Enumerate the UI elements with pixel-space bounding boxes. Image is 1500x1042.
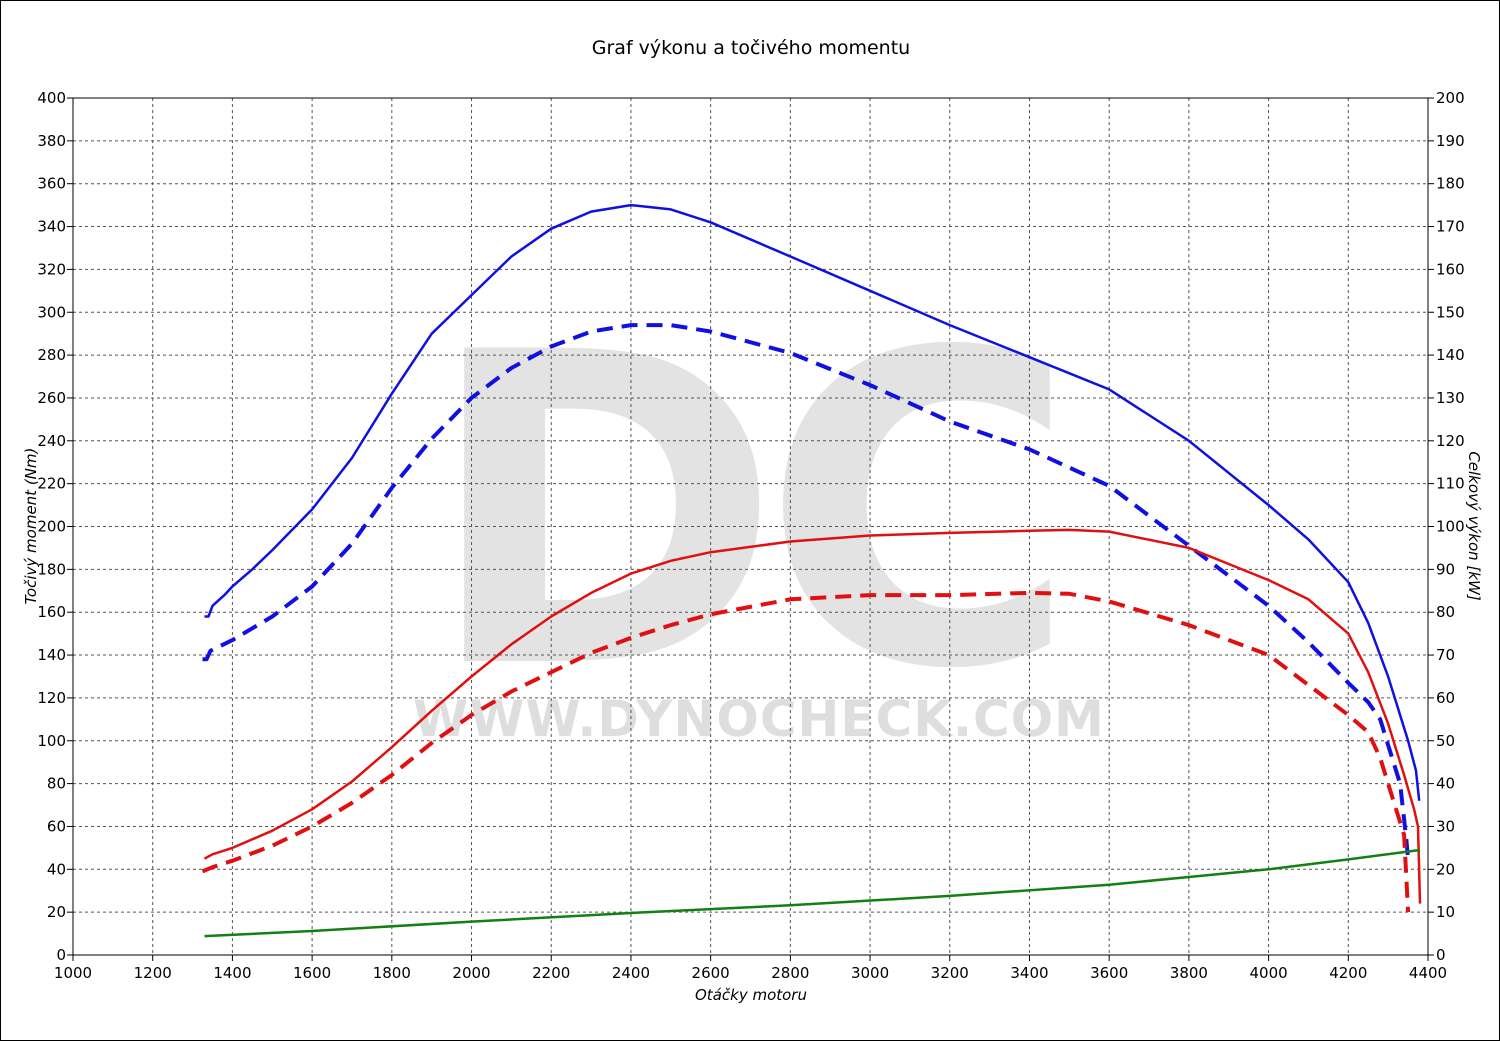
y-tick-label-right: 140: [1436, 346, 1465, 364]
watermark-text: WWW.DYNOCHECK.COM: [413, 690, 1105, 748]
y-axis-label-left: Točivý moment (Nm): [22, 448, 40, 605]
y-tick-label-right: 60: [1436, 689, 1455, 707]
y-tick-label-right: 170: [1436, 218, 1465, 236]
x-tick-label: 4200: [1329, 964, 1367, 982]
y-tick-label-left: 400: [37, 89, 66, 107]
x-tick-label: 2400: [612, 964, 650, 982]
series-line-1: [204, 203, 1421, 801]
y-tick-label-right: 200: [1436, 89, 1465, 107]
y-tick-label-left: 100: [37, 732, 66, 750]
y-tick-label-left: 220: [37, 475, 66, 493]
x-tick-label: 2200: [532, 964, 570, 982]
y-tick-label-right: 70: [1436, 646, 1455, 664]
y-tick-label-right: 100: [1436, 518, 1465, 536]
x-tick-label: 1000: [54, 964, 92, 982]
y-tick-label-right: 40: [1436, 775, 1455, 793]
series-line-3: [203, 528, 1422, 904]
y-tick-label-right: 110: [1436, 475, 1465, 493]
axis-ticks: 1000 1200 1400 1600 1800 2000 2200 2400 2600 2800…: [37, 89, 1464, 982]
y-tick-label-left: 120: [37, 689, 66, 707]
y-tick-label-right: 80: [1436, 603, 1455, 621]
y-axis-label-right: Celkový výkon [kW]: [1465, 451, 1483, 601]
y-tick-label-right: 10: [1436, 903, 1455, 921]
y-tick-label-left: 200: [37, 518, 66, 536]
series-lines: [201, 203, 1422, 938]
y-tick-label-right: 50: [1436, 732, 1455, 750]
y-tick-label-right: 20: [1436, 860, 1455, 878]
y-tick-label-left: 260: [37, 389, 66, 407]
y-tick-label-right: 180: [1436, 175, 1465, 193]
y-tick-label-left: 60: [47, 817, 66, 835]
y-tick-label-right: 160: [1436, 260, 1465, 278]
y-tick-label-left: 240: [37, 432, 66, 450]
x-tick-label: 3400: [1010, 964, 1048, 982]
x-tick-label: 1600: [293, 964, 331, 982]
y-tick-label-right: 150: [1436, 303, 1465, 321]
x-tick-label: 4000: [1249, 964, 1287, 982]
y-tick-label-left: 360: [37, 175, 66, 193]
x-tick-label: 3600: [1090, 964, 1128, 982]
y-tick-label-right: 90: [1436, 560, 1455, 578]
x-tick-label: 1200: [134, 964, 172, 982]
y-tick-label-left: 40: [47, 860, 66, 878]
y-tick-label-left: 320: [37, 260, 66, 278]
y-tick-label-left: 300: [37, 303, 66, 321]
y-tick-label-left: 380: [37, 132, 66, 150]
watermark-logo: DC: [425, 263, 1058, 763]
x-tick-label: 1400: [213, 964, 251, 982]
series-line-4: [201, 590, 1411, 913]
grid-lines: [73, 98, 1428, 955]
series-line-2: [202, 323, 1411, 859]
y-tick-label-right: 0: [1436, 946, 1446, 964]
x-tick-label: 3800: [1170, 964, 1208, 982]
x-tick-label: 4400: [1409, 964, 1447, 982]
y-tick-label-right: 190: [1436, 132, 1465, 150]
chart-title: Graf výkonu a točivého momentu: [592, 37, 910, 59]
x-tick-label: 3200: [931, 964, 969, 982]
y-tick-label-left: 80: [47, 775, 66, 793]
y-tick-label-right: 120: [1436, 432, 1465, 450]
y-tick-label-left: 280: [37, 346, 66, 364]
y-tick-label-left: 160: [37, 603, 66, 621]
y-tick-label-left: 140: [37, 646, 66, 664]
y-tick-label-left: 0: [56, 946, 66, 964]
y-tick-label-left: 340: [37, 218, 66, 236]
y-tick-label-left: 180: [37, 560, 66, 578]
x-tick-label: 2600: [692, 964, 730, 982]
x-axis-label: Otáčky motoru: [695, 986, 807, 1004]
x-tick-label: 2800: [771, 964, 809, 982]
series-line-5: [204, 848, 1421, 938]
x-tick-label: 1800: [373, 964, 411, 982]
y-tick-label-right: 130: [1436, 389, 1465, 407]
x-tick-label: 2000: [452, 964, 490, 982]
y-tick-label-right: 30: [1436, 817, 1455, 835]
y-tick-label-left: 20: [47, 903, 66, 921]
x-tick-label: 3000: [851, 964, 889, 982]
